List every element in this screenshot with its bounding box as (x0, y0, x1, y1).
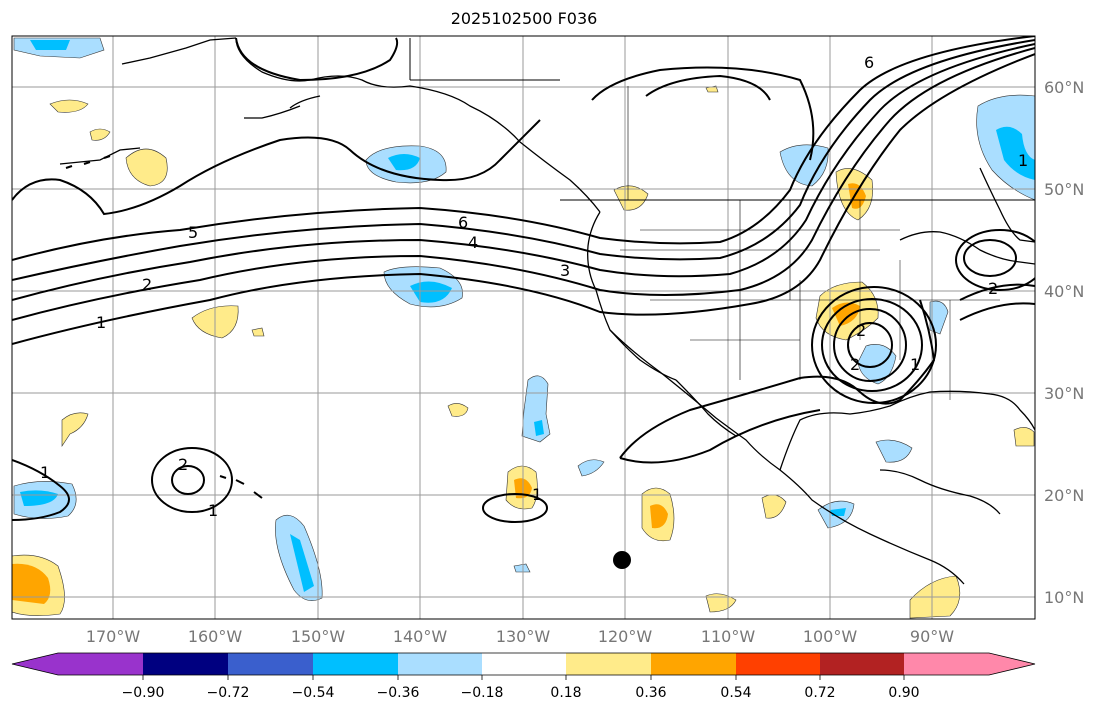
colorbar-tick-label: −0.90 (122, 685, 165, 701)
svg-text:1: 1 (40, 463, 50, 482)
contour-labels: 5 6 4 3 2 1 2 1 1 2 1 2 1 6 2 1 (40, 53, 1028, 520)
colorbar-bin (398, 653, 482, 675)
colorbar-bin (566, 653, 651, 675)
lon-tick-labels: 170°W 160°W 150°W 140°W 130°W 120°W 110°… (86, 627, 954, 646)
lat-tick-labels: 60°N 50°N 40°N 30°N 20°N 10°N (1044, 78, 1084, 607)
colorbar-tick-label: 0.18 (550, 685, 581, 701)
svg-text:2: 2 (178, 455, 188, 474)
colorbar-bin (58, 653, 143, 675)
colorbar-bin (651, 653, 736, 675)
svg-text:60°N: 60°N (1044, 78, 1084, 97)
contours (12, 36, 1035, 523)
colorbar-tick-label: 0.72 (804, 685, 835, 701)
svg-text:130°W: 130°W (496, 627, 551, 646)
svg-text:3: 3 (560, 261, 570, 280)
colorbar-tick-label: −0.54 (292, 685, 335, 701)
colorbar-outline (11, 652, 1036, 676)
colorbar-extend-low (12, 653, 58, 675)
svg-text:2: 2 (850, 355, 860, 374)
colorbar: −0.90 −0.72 −0.54 −0.36 −0.18 0.18 0.36 … (11, 652, 1036, 701)
svg-text:2: 2 (988, 279, 998, 298)
colorbar-bin (736, 653, 820, 675)
colorbar-bin (143, 653, 228, 675)
colorbar-bin (904, 653, 989, 675)
colorbar-tick-label: −0.72 (207, 685, 250, 701)
svg-text:4: 4 (468, 233, 478, 252)
svg-text:6: 6 (864, 53, 874, 72)
svg-text:10°N: 10°N (1044, 588, 1084, 607)
svg-text:1: 1 (208, 501, 218, 520)
shaded-anomalies (12, 37, 1035, 619)
svg-text:150°W: 150°W (291, 627, 346, 646)
map-title: 2025102500 F036 (450, 9, 598, 28)
colorbar-bin (820, 653, 904, 675)
svg-text:120°W: 120°W (598, 627, 653, 646)
svg-text:2: 2 (856, 321, 866, 340)
svg-text:2: 2 (142, 275, 152, 294)
colorbar-bin (482, 653, 566, 675)
svg-text:6: 6 (458, 213, 468, 232)
svg-text:1: 1 (532, 485, 542, 504)
svg-text:1: 1 (96, 313, 106, 332)
map-frame (11, 35, 1036, 620)
svg-text:1: 1 (910, 355, 920, 374)
colorbar-tick-label: 0.90 (888, 685, 919, 701)
svg-text:110°W: 110°W (701, 627, 756, 646)
svg-text:140°W: 140°W (393, 627, 448, 646)
svg-text:170°W: 170°W (86, 627, 141, 646)
colorbar-bin (228, 653, 313, 675)
svg-text:50°N: 50°N (1044, 180, 1084, 199)
location-marker (613, 551, 631, 569)
svg-text:1: 1 (1018, 151, 1028, 170)
colorbar-tick-label: 0.54 (720, 685, 751, 701)
colorbar-tick-label: 0.36 (635, 685, 666, 701)
svg-text:90°W: 90°W (910, 627, 954, 646)
coastlines (59, 37, 1035, 585)
svg-text:5: 5 (188, 223, 198, 242)
svg-text:20°N: 20°N (1044, 486, 1084, 505)
svg-text:30°N: 30°N (1044, 384, 1084, 403)
colorbar-tick-label: −0.18 (461, 685, 504, 701)
svg-text:100°W: 100°W (803, 627, 858, 646)
svg-text:160°W: 160°W (188, 627, 243, 646)
colorbar-extend-high (989, 653, 1035, 675)
svg-text:40°N: 40°N (1044, 282, 1084, 301)
colorbar-tick-label: −0.36 (377, 685, 420, 701)
colorbar-bin (313, 653, 398, 675)
